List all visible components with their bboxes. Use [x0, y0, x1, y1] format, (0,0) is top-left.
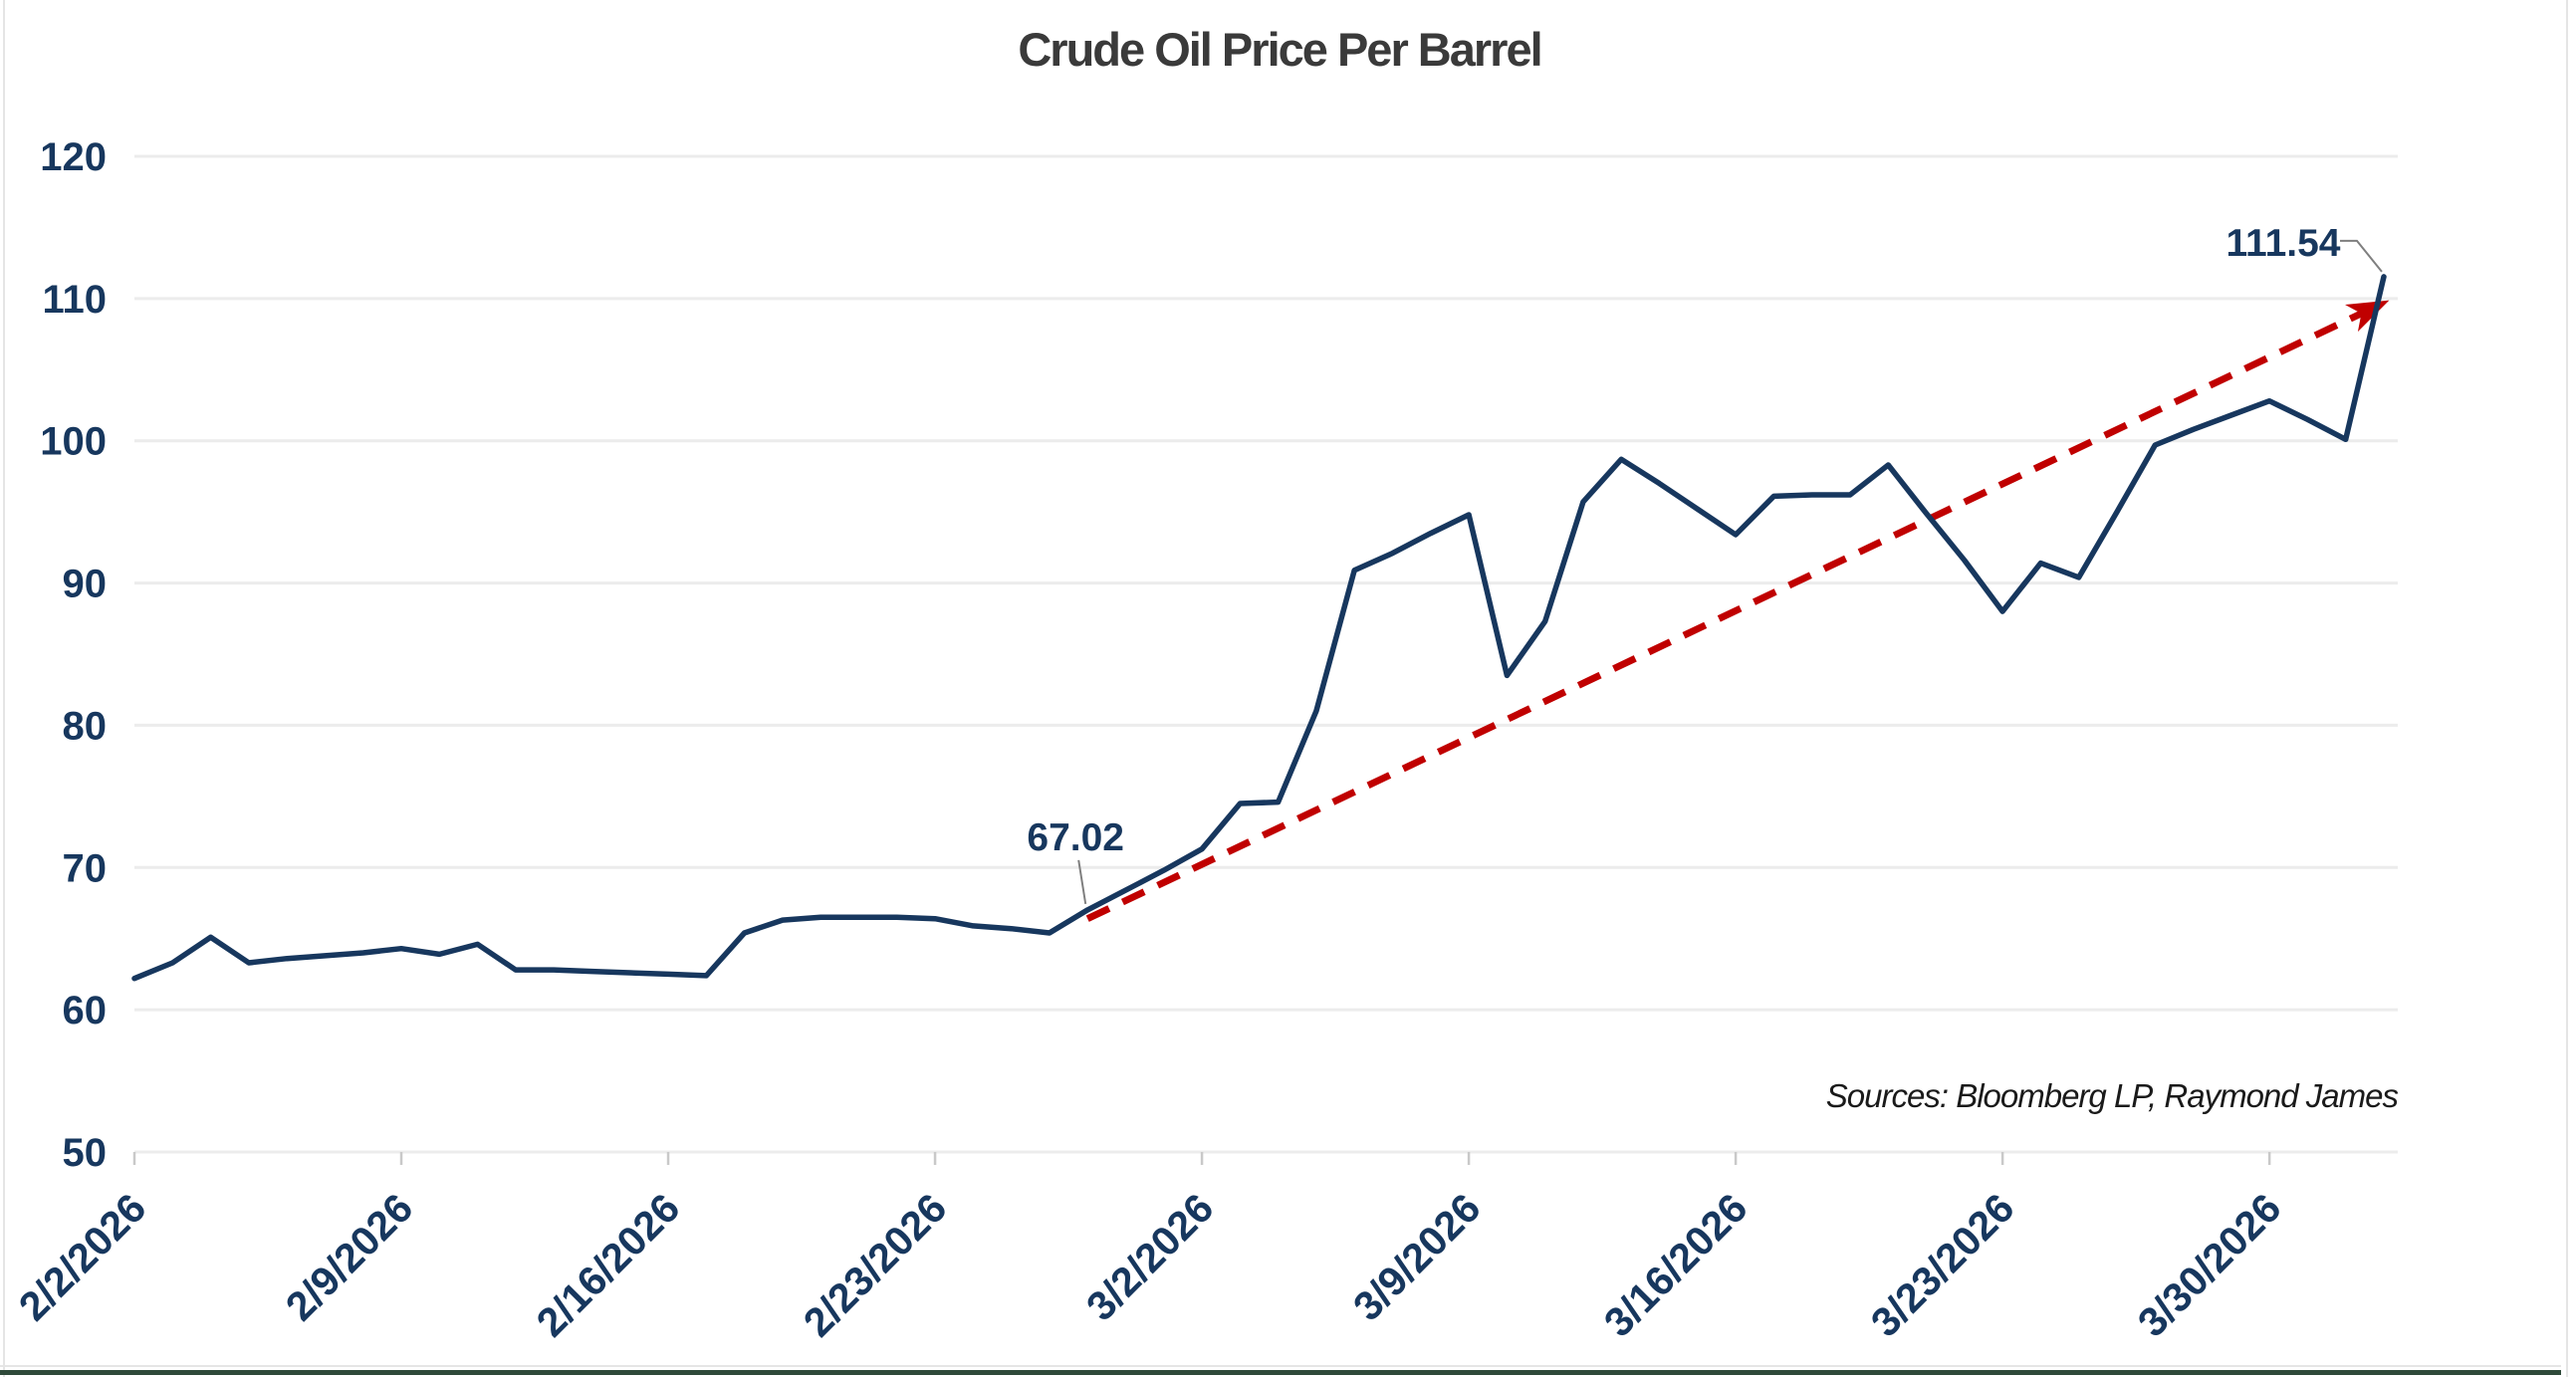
price-line: [131, 274, 2387, 982]
x-axis-tick-label: 2/9/2026: [277, 1185, 421, 1329]
y-axis-tick-label: 100: [40, 420, 107, 464]
y-axis-tick-label: 90: [63, 563, 108, 606]
y-axis-tick-label: 70: [63, 846, 108, 890]
y-axis-tick-label: 60: [63, 989, 108, 1033]
x-axis-labels: 2/2/2026 2/9/2026 2/16/2026 2/23/2026 3/2/20…: [10, 1185, 2290, 1346]
gridlines: [134, 154, 2398, 1154]
annotation-end: 111.54: [2226, 222, 2383, 273]
chart-title: Crude Oil Price Per Barrel: [1018, 23, 1540, 76]
x-axis-tick-marks: [132, 1152, 2271, 1165]
x-axis-tick-label: 3/30/2026: [2129, 1185, 2290, 1346]
trend-arrow: [1085, 299, 2390, 922]
annotation-end-leader-line: [2340, 239, 2383, 273]
y-axis-tick-label: 120: [40, 135, 107, 179]
annotation-start: 67.02: [1027, 816, 1124, 905]
y-axis-tick-label: 80: [63, 704, 108, 748]
x-axis-tick-label: 3/9/2026: [1344, 1185, 1489, 1329]
sources-note: Sources: Bloomberg LP, Raymond James: [1826, 1077, 2399, 1114]
y-axis-labels: 120 110 100 90 80 70 60 50: [40, 135, 107, 1175]
y-axis-tick-label: 110: [42, 278, 107, 322]
annotation-start-leader-line: [1077, 859, 1087, 905]
x-axis-tick-label: 2/23/2026: [795, 1185, 956, 1346]
x-axis-tick-label: 3/23/2026: [1862, 1185, 2023, 1346]
x-axis-tick-label: 3/2/2026: [1077, 1185, 1222, 1329]
x-axis-tick-label: 2/16/2026: [528, 1185, 689, 1346]
annotation-end-label: 111.54: [2226, 222, 2341, 265]
x-axis-tick-label: 3/16/2026: [1595, 1185, 1756, 1346]
y-axis-tick-label: 50: [63, 1131, 108, 1175]
bottom-edge-line: [0, 1370, 2561, 1375]
annotation-start-label: 67.02: [1027, 816, 1124, 859]
x-axis-tick-label: 2/2/2026: [10, 1185, 154, 1329]
